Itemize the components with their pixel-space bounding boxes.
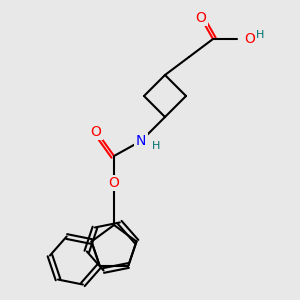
- Text: N: N: [136, 134, 146, 148]
- Text: O: O: [244, 32, 255, 46]
- Text: H: H: [152, 140, 160, 151]
- Text: O: O: [196, 11, 206, 25]
- Text: O: O: [109, 176, 119, 190]
- Text: H: H: [256, 29, 264, 40]
- Text: O: O: [91, 125, 101, 139]
